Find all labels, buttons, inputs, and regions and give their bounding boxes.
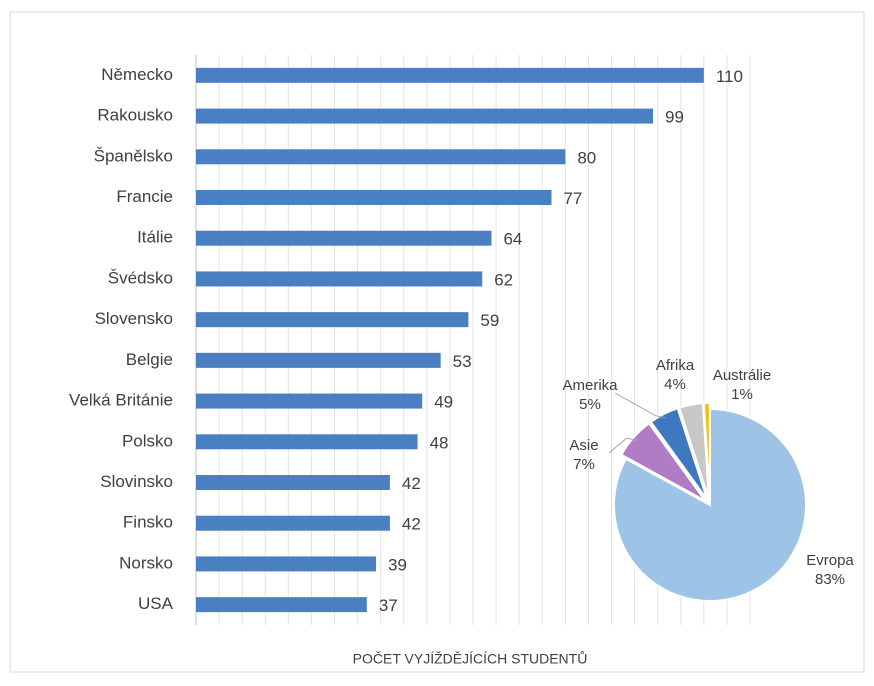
pie-slice	[620, 421, 707, 502]
slice-label: Austrálie	[713, 367, 771, 384]
bar	[196, 149, 566, 165]
bar	[196, 434, 418, 450]
bar	[196, 597, 367, 613]
slice-value-label: 1%	[731, 386, 753, 403]
slice-label: Afrika	[656, 357, 695, 374]
y-tick-label: Slovinsko	[100, 472, 173, 491]
y-tick-label: Španělsko	[94, 146, 173, 165]
data-label: 49	[434, 393, 453, 412]
y-tick-label: Finsko	[123, 513, 173, 532]
bar	[196, 515, 390, 531]
y-tick-label: Polsko	[122, 431, 173, 450]
data-label: 53	[453, 352, 472, 371]
bar	[196, 67, 704, 83]
bar	[196, 190, 552, 205]
data-label: 99	[665, 108, 684, 127]
leader-line	[608, 437, 637, 454]
data-label: 42	[402, 474, 421, 493]
data-label: 77	[563, 189, 582, 208]
y-tick-label: Francie	[116, 187, 173, 206]
y-tick-label: USA	[138, 594, 174, 613]
data-label: 62	[494, 270, 513, 289]
bar	[196, 108, 654, 124]
bar	[196, 230, 492, 246]
bar	[196, 393, 423, 409]
data-label: 64	[503, 230, 522, 249]
data-label: 59	[480, 311, 499, 330]
y-tick-label: Rakousko	[97, 106, 173, 125]
leader-line	[614, 392, 666, 419]
bar	[196, 475, 390, 490]
y-tick-label: Slovensko	[95, 309, 173, 328]
y-tick-label: Belgie	[126, 350, 173, 369]
y-tick-label: Švédsko	[108, 268, 173, 287]
x-axis-label: POČET VYJÍŽDĚJÍCÍCH STUDENTŮ	[353, 650, 588, 667]
slice-value-label: 4%	[664, 376, 686, 393]
slice-label: Evropa	[806, 552, 854, 569]
data-label: 37	[379, 596, 398, 615]
bar	[196, 312, 469, 328]
data-label: 39	[388, 555, 407, 574]
pie-slice	[702, 402, 711, 500]
pie-slice	[649, 407, 709, 501]
slice-value-label: 7%	[573, 456, 595, 473]
y-tick-label: Německo	[101, 65, 173, 84]
data-label: 42	[402, 515, 421, 534]
y-tick-label: Itálie	[137, 228, 173, 247]
bar	[196, 271, 483, 287]
y-tick-label: Velká Británie	[69, 391, 173, 410]
pie-slice	[613, 407, 807, 602]
y-tick-label: Norsko	[119, 553, 173, 572]
slice-label: Amerika	[562, 377, 618, 394]
data-label: 110	[716, 67, 743, 86]
slice-value-label: 5%	[579, 396, 601, 413]
slice-label: Asie	[569, 437, 598, 454]
data-label: 48	[430, 433, 449, 452]
data-label: 80	[577, 148, 596, 167]
slice-value-label: 83%	[815, 571, 845, 588]
bar	[196, 556, 377, 572]
bar	[196, 352, 441, 368]
